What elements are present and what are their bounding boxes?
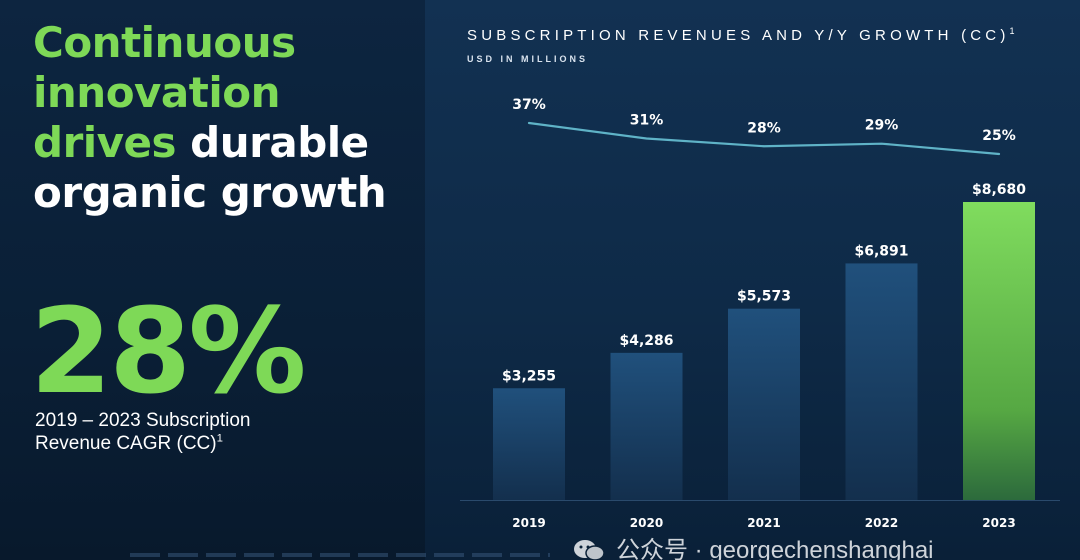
bar-value-label-2020: $4,286 bbox=[619, 333, 673, 349]
x-tick-label-2022: 2022 bbox=[865, 516, 898, 530]
chart-title-text: SUBSCRIPTION REVENUES AND Y/Y GROWTH (CC… bbox=[467, 27, 1010, 44]
watermark-text: 公众号 · georgechenshanghai bbox=[616, 537, 934, 560]
headline-green-text: Continuous innovation drives bbox=[33, 18, 296, 167]
cagr-caption-line2: Revenue CAGR (CC) bbox=[35, 433, 217, 454]
labels-layer: $3,255 37% $4,286 31% $5,573 28% $6,891 29% $8,6… bbox=[502, 97, 1026, 384]
chart-subtitle: USD IN MILLIONS bbox=[467, 54, 588, 64]
growth-label-2022: 29% bbox=[865, 118, 899, 134]
cagr-value: 28% bbox=[30, 282, 306, 420]
wechat-icon bbox=[574, 540, 605, 560]
watermark: 公众号 · georgechenshanghai bbox=[572, 536, 934, 560]
x-axis: 2019 2020 2021 2022 2023 bbox=[460, 500, 1060, 530]
bars-layer bbox=[493, 202, 1035, 500]
bar-2022 bbox=[845, 263, 918, 500]
growth-label-2019: 37% bbox=[512, 97, 546, 113]
left-panel bbox=[0, 0, 425, 560]
bar-2019 bbox=[493, 388, 565, 500]
x-tick-label-2020: 2020 bbox=[630, 516, 663, 530]
headline: Continuous innovation drives durable org… bbox=[33, 18, 423, 218]
bar-2023 bbox=[963, 202, 1035, 500]
growth-label-2020: 31% bbox=[630, 113, 664, 129]
growth-line-layer bbox=[527, 121, 1001, 156]
cagr-footnote-mark: 1 bbox=[216, 432, 223, 445]
x-tick-label-2019: 2019 bbox=[512, 516, 545, 530]
bar-value-label-2019: $3,255 bbox=[502, 368, 556, 384]
bar-value-label-2021: $5,573 bbox=[737, 289, 791, 305]
revenue-growth-chart: $3,255 37% $4,286 31% $5,573 28% $6,891 29% $8,6… bbox=[460, 97, 1060, 530]
growth-label-2023: 25% bbox=[982, 128, 1016, 144]
bar-value-label-2022: $6,891 bbox=[854, 243, 908, 259]
cagr-caption-line1: 2019 – 2023 Subscription bbox=[35, 410, 251, 431]
bar-2020 bbox=[610, 352, 683, 500]
x-tick-label-2023: 2023 bbox=[982, 516, 1015, 530]
headline-white-text: durable organic growth bbox=[33, 118, 387, 217]
growth-line bbox=[527, 121, 1001, 156]
chart-title-footnote-mark: 1 bbox=[1009, 26, 1019, 36]
footnote-strip bbox=[130, 553, 550, 557]
growth-label-2021: 28% bbox=[747, 120, 781, 136]
x-tick-label-2021: 2021 bbox=[747, 516, 780, 530]
bar-2021 bbox=[728, 308, 800, 500]
cagr-caption: 2019 – 2023 Subscription Revenue CAGR (C… bbox=[35, 409, 365, 455]
bar-value-label-2023: $8,680 bbox=[972, 182, 1026, 198]
chart-title: SUBSCRIPTION REVENUES AND Y/Y GROWTH (CC… bbox=[467, 26, 1067, 45]
